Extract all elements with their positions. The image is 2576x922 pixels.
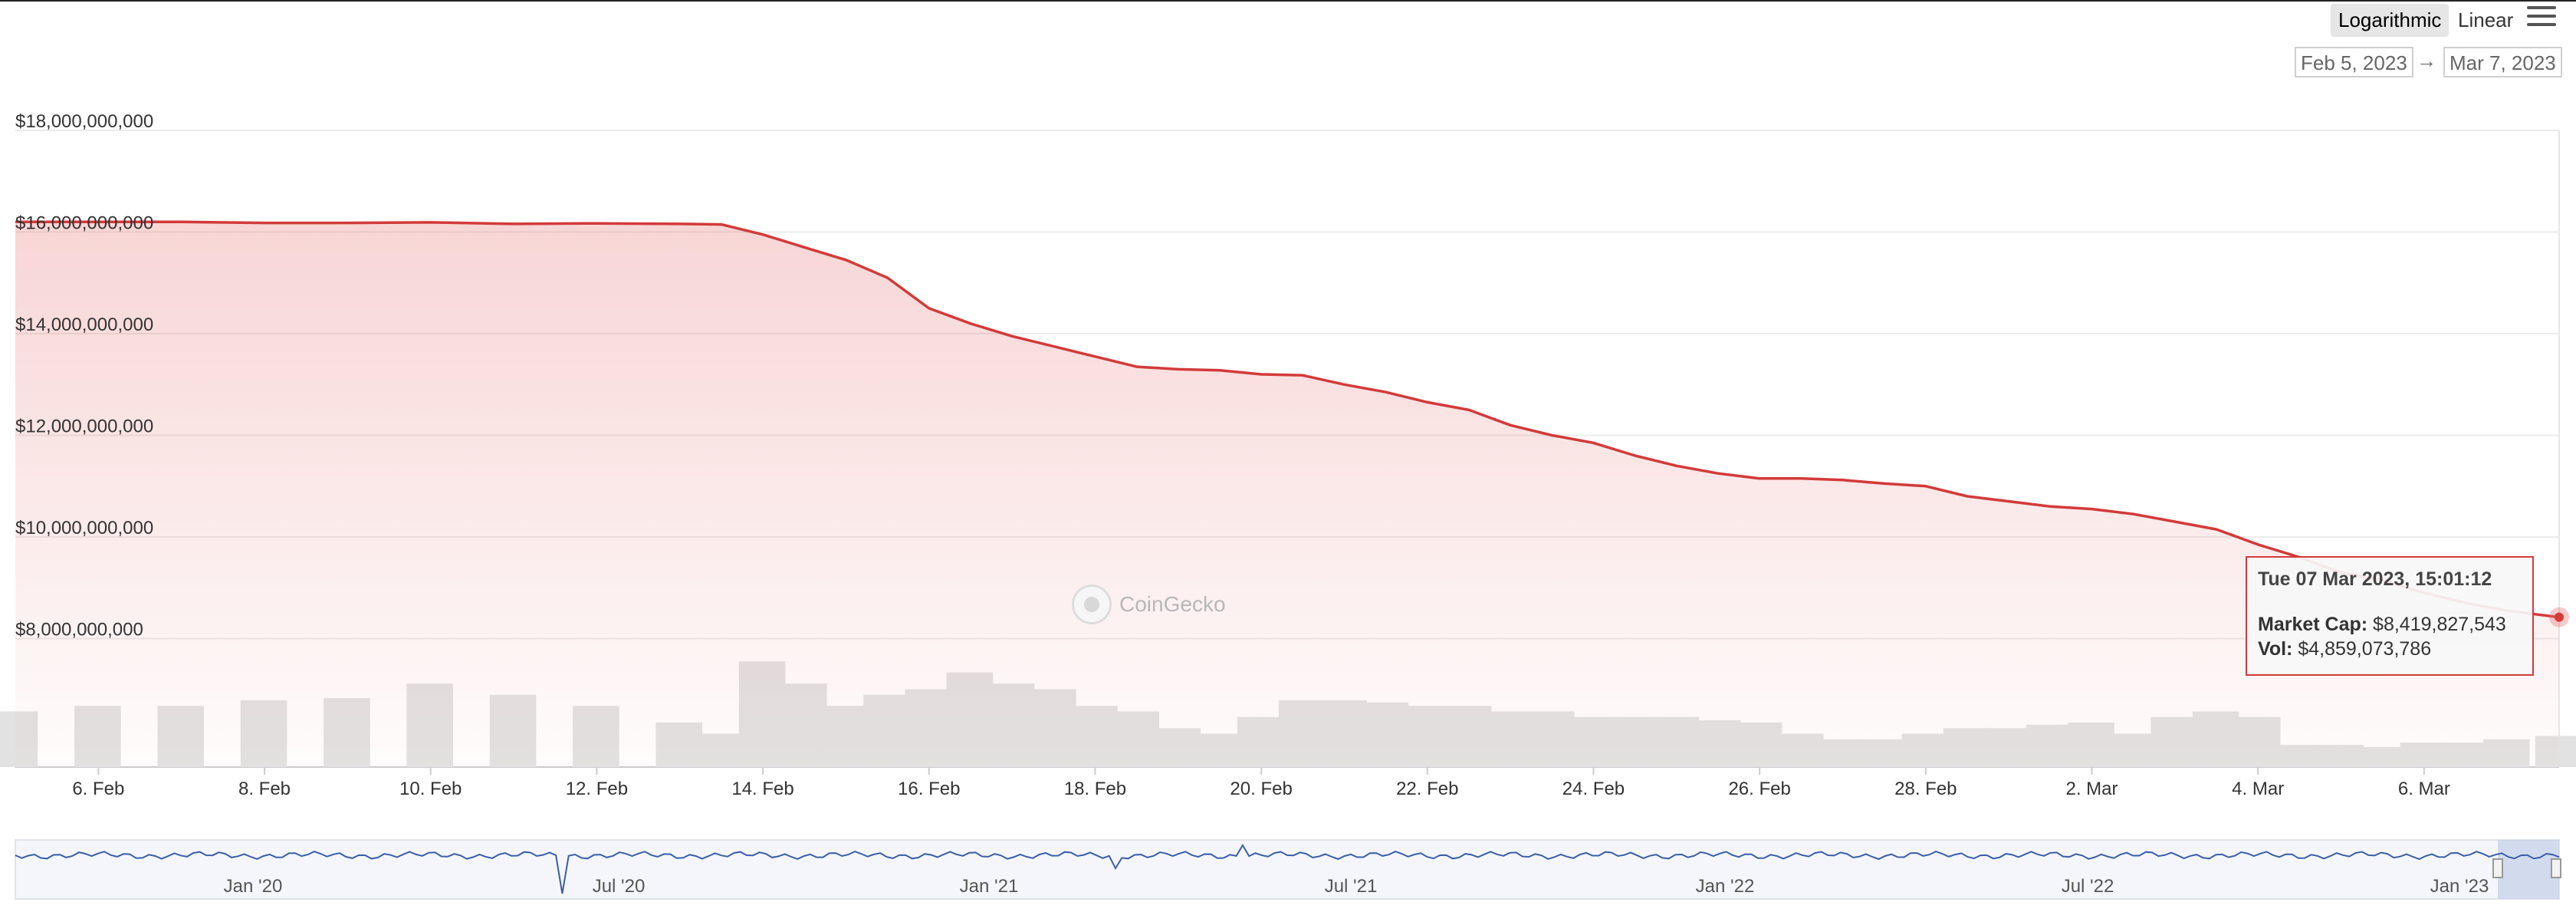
- tooltip-vol-row: Vol: $4,859,073,786: [2258, 637, 2522, 661]
- chart-tooltip: Tue 07 Mar 2023, 15:01:12 Market Cap: $8…: [2246, 556, 2534, 676]
- coingecko-logo-icon: [1072, 584, 1112, 624]
- hover-point-dot: [2555, 612, 2564, 622]
- date-range-arrow: →: [2417, 49, 2436, 72]
- x-tick-label: 26. Feb: [1728, 779, 1790, 799]
- x-tick-label: 8. Feb: [238, 779, 291, 799]
- tooltip-title: Tue 07 Mar 2023, 15:01:12: [2258, 568, 2492, 590]
- market-cap-line: [15, 220, 2560, 619]
- top-border: [0, 0, 2576, 2]
- y-tick-label: $10,000,000,000: [15, 518, 153, 538]
- navigator-tick-label: Jul '22: [2062, 876, 2114, 897]
- navigator-line: [15, 844, 2560, 894]
- x-tick-label: 12. Feb: [566, 779, 628, 799]
- navigator-tick-label: Jul '21: [1325, 876, 1378, 897]
- watermark-text: CoinGecko: [1119, 592, 1226, 616]
- x-tick-label: 18. Feb: [1064, 779, 1126, 799]
- x-tick-label: 6. Feb: [72, 779, 124, 799]
- y-tick-label: $12,000,000,000: [15, 417, 153, 437]
- logarithmic-toggle[interactable]: Logarithmic: [2331, 4, 2450, 37]
- date-from-input[interactable]: Feb 5, 2023: [2295, 47, 2413, 77]
- tooltip-market-cap-value: $8,419,827,543: [2373, 614, 2506, 635]
- hamburger-menu-icon[interactable]: [2527, 6, 2556, 29]
- tooltip-vol-label: Vol:: [2258, 638, 2293, 660]
- tooltip-market-cap-label: Market Cap:: [2258, 614, 2368, 635]
- navigator-handle: [2551, 858, 2561, 878]
- x-tick-label: 24. Feb: [1562, 779, 1625, 799]
- navigator-tick-label: Jan '21: [960, 876, 1019, 897]
- y-tick-label: $18,000,000,000: [15, 111, 153, 132]
- x-tick-label: 10. Feb: [399, 779, 462, 799]
- x-tick-label: 2. Mar: [2066, 779, 2118, 799]
- date-to-input[interactable]: Mar 7, 2023: [2443, 47, 2562, 77]
- y-tick-label: $14,000,000,000: [15, 314, 153, 335]
- x-tick-label: 4. Mar: [2232, 779, 2284, 799]
- x-tick-label: 16. Feb: [898, 779, 960, 799]
- linear-toggle[interactable]: Linear: [2458, 8, 2514, 31]
- x-tick-label: 28. Feb: [1894, 779, 1957, 799]
- coingecko-watermark: CoinGecko: [1072, 584, 1226, 624]
- x-tick-label: 6. Mar: [2398, 779, 2450, 799]
- x-tick-label: 20. Feb: [1230, 779, 1292, 799]
- navigator-tick-label: Jan '22: [1696, 876, 1755, 897]
- navigator-selection: [2498, 840, 2559, 899]
- x-tick-label: 14. Feb: [731, 779, 794, 799]
- navigator-tick-label: Jan '20: [224, 876, 283, 897]
- navigator-tick-label: Jul '20: [593, 876, 646, 897]
- navigator-tick-label: Jan '23: [2430, 876, 2489, 897]
- navigator-background: [15, 839, 2560, 900]
- x-tick-label: 22. Feb: [1396, 779, 1458, 799]
- y-tick-label: $16,000,000,000: [15, 213, 153, 234]
- tooltip-vol-value: $4,859,073,786: [2298, 638, 2432, 660]
- market-cap-area: [15, 222, 2559, 767]
- y-tick-label: $8,000,000,000: [15, 620, 143, 640]
- navigator-handle: [2492, 858, 2503, 878]
- tooltip-market-cap-row: Market Cap: $8,419,827,543: [2258, 612, 2522, 637]
